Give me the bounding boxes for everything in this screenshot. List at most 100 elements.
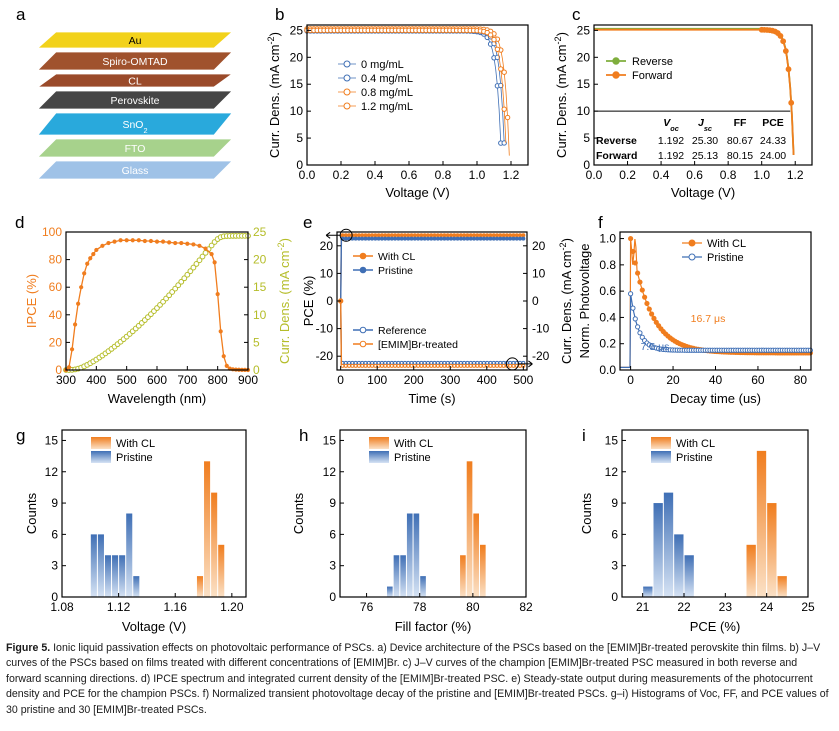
legend-text-1: 0.4 mg/mL xyxy=(361,73,413,85)
steady-marker xyxy=(445,363,450,368)
tpv-marker xyxy=(639,334,645,340)
pce-arrow xyxy=(325,231,341,239)
steady-marker xyxy=(508,363,513,368)
ipce-marker xyxy=(173,240,178,246)
steady-marker xyxy=(465,236,470,241)
legend-marker xyxy=(612,71,620,79)
figure-label: Figure 5. xyxy=(6,642,51,654)
ipce-marker xyxy=(100,243,105,248)
d-ytick2-label: 20 xyxy=(253,253,267,267)
i-ytick-label: 12 xyxy=(605,465,619,479)
panel-label-h: h xyxy=(299,426,308,445)
steady-marker xyxy=(402,233,407,238)
steady-marker xyxy=(412,233,417,238)
ipce-marker xyxy=(218,329,223,334)
h-xtick-label: 78 xyxy=(413,600,427,614)
h-ytick-label: 15 xyxy=(323,433,337,447)
d-ytick-label: 60 xyxy=(49,280,63,294)
layer-label: Perovskite xyxy=(110,95,159,107)
steady-marker xyxy=(389,233,394,238)
steady-marker xyxy=(481,233,486,238)
tpv-marker xyxy=(630,248,636,255)
h-ytick-label: 12 xyxy=(323,465,337,479)
d-xtick-label: 800 xyxy=(208,373,228,387)
i-ytick-label: 0 xyxy=(611,590,618,604)
c-xtick-label: 0.4 xyxy=(653,168,670,182)
steady-marker xyxy=(376,236,381,241)
hist-bar-h xyxy=(400,555,406,597)
jv-marker xyxy=(498,82,504,89)
steady-marker xyxy=(432,236,437,241)
steady-marker xyxy=(419,236,424,241)
b-ylabel: Curr. Dens. (mA cm-2) xyxy=(266,32,282,158)
i-ytick-label: 3 xyxy=(611,559,618,573)
c-xtick-label: 1.2 xyxy=(787,168,804,182)
steady-marker xyxy=(412,236,417,241)
f-xtick-label: 60 xyxy=(751,373,765,387)
h-xtick-label: 80 xyxy=(466,600,480,614)
steady-marker xyxy=(406,363,411,368)
e-ytick2-label: -20 xyxy=(532,349,550,363)
b-ytick-label: 5 xyxy=(296,131,303,145)
steady-marker xyxy=(521,233,526,238)
tpv-marker xyxy=(628,235,634,242)
tpv-marker xyxy=(644,300,650,307)
steady-marker xyxy=(495,233,500,238)
e-xtick-label: 500 xyxy=(513,373,533,387)
hist-bar-i xyxy=(663,492,674,597)
tpv-marker xyxy=(637,330,643,336)
hist-bar-i xyxy=(643,586,653,597)
jv-c-marker xyxy=(782,48,789,54)
steady-marker xyxy=(498,233,503,238)
e-ytick-label: -10 xyxy=(316,322,334,336)
steady-marker xyxy=(363,233,368,238)
e-ylabel: PCE (%) xyxy=(301,276,316,327)
d-ylabel2: Curr. Dens. (mA cm-2) xyxy=(276,238,292,364)
legend-marker xyxy=(359,266,367,274)
steady-marker xyxy=(478,236,483,241)
steady-marker xyxy=(370,233,375,238)
integrated-jsc-marker xyxy=(196,257,203,264)
i-ytick-label: 6 xyxy=(611,527,618,541)
h-xtick-label: 82 xyxy=(519,600,533,614)
d-ytick2-label: 0 xyxy=(253,363,260,377)
steady-marker xyxy=(393,236,398,241)
c-ytick-label: 25 xyxy=(577,23,591,37)
legend-text-1: Pristine xyxy=(116,452,153,464)
layer-sno2 xyxy=(37,112,233,136)
steady-marker xyxy=(485,236,490,241)
legend-text-0: With CL xyxy=(707,238,746,250)
steady-marker xyxy=(478,233,483,238)
steady-marker xyxy=(393,363,398,368)
g-xtick-label: 1.20 xyxy=(220,600,244,614)
h-ytick-label: 0 xyxy=(329,590,336,604)
c-ytick-label: 10 xyxy=(577,104,591,118)
layer-spiro-omtad xyxy=(37,51,233,71)
steady-marker xyxy=(366,233,371,238)
table-cell: 1.192 xyxy=(658,150,684,162)
steady-marker xyxy=(386,233,391,238)
ipce-marker xyxy=(215,292,220,297)
i-xlabel: PCE (%) xyxy=(690,619,741,634)
e-ylabel2: Curr. Dens. (mA cm-2) xyxy=(558,238,574,364)
b-ytick-label: 10 xyxy=(290,104,304,118)
steady-marker xyxy=(445,236,450,241)
g-ytick-label: 9 xyxy=(51,496,58,510)
i-xtick-label: 25 xyxy=(801,600,815,614)
ipce-marker xyxy=(94,247,99,253)
steady-marker xyxy=(396,233,401,238)
ipce-marker xyxy=(66,365,72,370)
steady-marker xyxy=(518,363,523,368)
legend-text-0: 0 mg/mL xyxy=(361,59,404,71)
steady-marker xyxy=(439,233,444,238)
panel-label-g: g xyxy=(16,426,25,445)
ipce-marker xyxy=(148,238,154,244)
steady-line-3 xyxy=(340,300,522,368)
panel-label-c: c xyxy=(572,5,581,24)
table-cell: Reverse xyxy=(596,135,637,147)
ipce-marker xyxy=(179,240,184,246)
ipce-marker xyxy=(136,238,141,243)
d-xtick-label: 600 xyxy=(147,373,167,387)
b-ytick-label: 0 xyxy=(296,158,303,172)
steady-marker xyxy=(488,363,493,368)
